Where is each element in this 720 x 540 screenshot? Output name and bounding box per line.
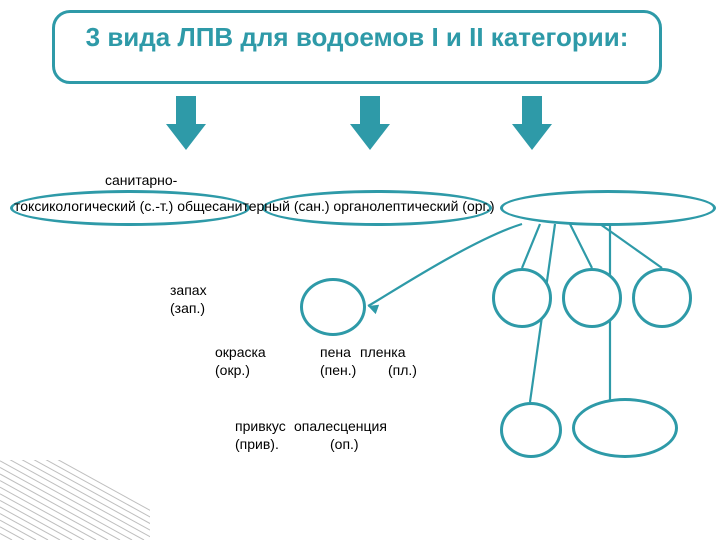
arrow-3 [512,96,552,150]
sub-label-3-line2: (пен.) [320,362,356,380]
sub-label-1-line2: (зап.) [170,300,205,318]
arrow-1 [166,96,206,150]
sub-label-5-line1: привкус [235,418,286,436]
sub-label-4-line2: (пл.) [388,362,417,380]
sub-ellipse-3 [562,268,622,328]
sub-ellipse-6 [572,398,678,458]
sub-ellipse-1 [300,278,366,336]
sub-label-2-line1: окраска [215,344,266,362]
sub-label-5-line2: (прив). [235,436,279,454]
arrow-2 [350,96,390,150]
sub-label-3-line1: пена [320,344,351,362]
corner-hatch-decoration [0,460,150,540]
category-label-line1: санитарно- [105,172,177,190]
sub-label-4-line1: пленка [360,344,406,362]
sub-ellipse-4 [632,268,692,328]
sub-label-6-line1: опалесценция [294,418,387,436]
sub-ellipse-2 [492,268,552,328]
sub-label-1-line1: запах [170,282,207,300]
sub-ellipse-5 [500,402,562,458]
sub-label-2-line2: (окр.) [215,362,250,380]
sub-label-6-line2: (оп.) [330,436,359,454]
title-text: 3 вида ЛПВ для водоемов I и II категории… [86,22,629,52]
title-box: 3 вида ЛПВ для водоемов I и II категории… [52,10,662,84]
category-label-line2: токсикологический (с.-т.) общесанитерный… [14,198,714,216]
